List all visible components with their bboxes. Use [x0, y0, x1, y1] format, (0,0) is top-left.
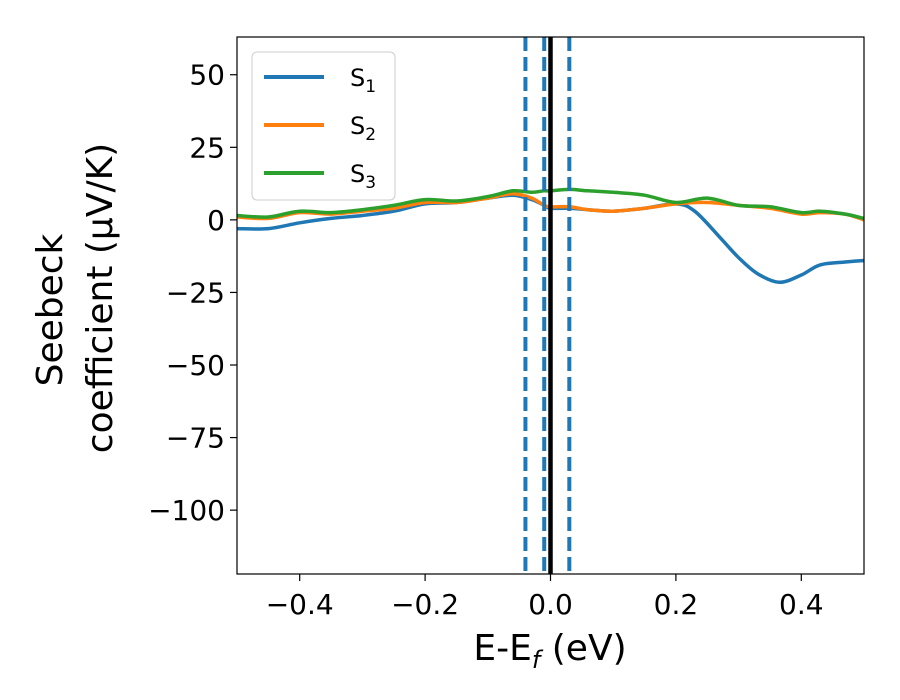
legend-label-s3: S3 [350, 160, 376, 193]
y-axis-ticks: 50 25 0 −25 −50 −75 −100 [148, 59, 237, 527]
x-tick-label: −0.4 [266, 588, 334, 621]
y-tick-label: −50 [166, 349, 225, 382]
legend-label-s2: S2 [350, 112, 376, 145]
x-axis-label-unit: (eV) [540, 628, 626, 669]
x-tick-label: 0.4 [779, 588, 824, 621]
x-axis-ticks: −0.4 −0.2 0.0 0.2 0.4 [266, 574, 824, 621]
y-tick-label: −75 [166, 422, 225, 455]
y-tick-label: 50 [189, 59, 225, 92]
y-axis-label-line1: Seebeck [30, 233, 71, 386]
x-tick-label: −0.2 [391, 588, 459, 621]
x-axis-label-main: E-E [473, 628, 531, 669]
legend-label-s1: S1 [350, 64, 376, 97]
x-tick-label: 0.2 [654, 588, 699, 621]
x-tick-label: 0.0 [528, 588, 573, 621]
y-tick-label: 25 [189, 131, 225, 164]
y-tick-label: −100 [148, 494, 225, 527]
y-tick-label: −25 [166, 276, 225, 309]
legend: S1 S2 S3 [251, 51, 396, 201]
y-tick-label: 0 [207, 204, 225, 237]
y-axis-label-line2: coefficient (μV/K) [80, 143, 121, 453]
vline-layer [523, 37, 572, 574]
x-axis-label: E-Ef (eV) [473, 628, 626, 674]
